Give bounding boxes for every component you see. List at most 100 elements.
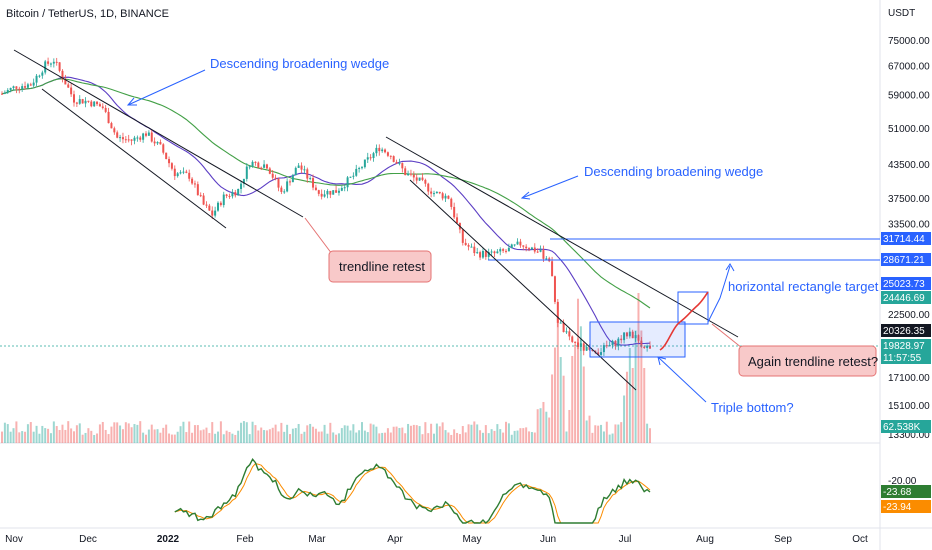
candle-body — [623, 332, 626, 341]
candle-body — [124, 139, 127, 141]
candle-body — [533, 247, 536, 252]
volume-bar — [35, 425, 38, 443]
candle-body — [424, 179, 427, 184]
candle-body — [254, 161, 257, 163]
projection-arrow-head — [725, 263, 735, 272]
volume-bar — [349, 430, 352, 443]
candle-body — [38, 75, 41, 77]
volume-bar — [214, 433, 217, 443]
volume-bar — [496, 424, 499, 443]
candle-body — [303, 169, 306, 171]
candle-body — [173, 168, 176, 177]
x-tick-label: Nov — [5, 534, 23, 545]
candle-body — [55, 61, 58, 63]
volume-bar — [634, 330, 637, 443]
retest-callout-text: trendline retest — [339, 259, 425, 274]
volume-bar — [386, 428, 389, 443]
volume-bar — [58, 429, 61, 443]
again-callout-box — [738, 345, 877, 377]
volume-bar — [191, 432, 194, 443]
volume-bar — [44, 428, 47, 443]
candle-body — [101, 106, 104, 108]
volume-bar — [87, 428, 90, 443]
candle-body — [90, 101, 93, 107]
candle-body — [41, 72, 44, 76]
price-label-box — [881, 253, 931, 266]
candle-body — [430, 191, 433, 194]
candle-body — [571, 336, 574, 342]
candle-body — [378, 147, 381, 152]
candle-body — [176, 173, 179, 177]
volume-bar — [73, 431, 75, 443]
volume-bar — [217, 431, 219, 443]
candle-body — [217, 202, 219, 211]
candle-body — [441, 193, 444, 199]
candles — [1, 57, 651, 357]
volume-bar — [15, 421, 18, 443]
volume-bar — [332, 432, 335, 443]
candle-body — [211, 210, 214, 216]
candle-body — [165, 152, 168, 160]
candle-body — [64, 79, 67, 85]
volume-bar — [389, 432, 392, 443]
volume-bar — [130, 427, 133, 443]
candle-body — [418, 177, 421, 181]
candle-body — [490, 251, 493, 253]
candle-body — [628, 331, 631, 337]
wedge2-arrow — [521, 175, 579, 199]
volume-bar — [49, 433, 52, 443]
candle-body — [73, 94, 75, 103]
volume-bar — [412, 424, 415, 443]
candle-body — [625, 332, 628, 337]
volume-bar — [320, 431, 323, 443]
candle-body — [277, 178, 280, 188]
candle-body — [294, 167, 297, 176]
volume-bar — [461, 426, 464, 443]
triple-bottom-label: Triple bottom? — [711, 400, 794, 415]
candle-body — [263, 164, 266, 168]
candle-body — [565, 331, 568, 333]
volume-bar — [280, 422, 283, 443]
candle-body — [605, 345, 608, 347]
candle-body — [505, 250, 507, 252]
candle-body — [346, 177, 349, 188]
volume-bar — [70, 428, 73, 443]
volume-bar — [265, 430, 268, 443]
candle-body — [3, 92, 6, 94]
oscillator-pane: -20.00 — [174, 458, 917, 524]
candle-body — [240, 183, 243, 190]
candle-body — [340, 187, 343, 191]
x-tick-label: Oct — [852, 534, 868, 545]
volume-bar — [1, 431, 3, 443]
price-labels: 31714.44 28671.21 25023.73 24446.69 20326.35… — [881, 232, 931, 513]
candle-body — [643, 346, 646, 348]
candle-body — [196, 184, 199, 196]
candle-body — [280, 187, 283, 192]
candle-body — [553, 276, 556, 302]
volume-bar — [346, 425, 349, 443]
candle-body — [156, 142, 159, 144]
candle-body — [58, 62, 61, 71]
candle-body — [444, 195, 447, 199]
candle-body — [363, 159, 366, 168]
volume-bar — [352, 424, 355, 443]
volume-bar — [522, 428, 525, 443]
price-label-text: 62.538K — [883, 422, 921, 433]
candle-body — [395, 161, 398, 164]
candle-body — [150, 132, 153, 142]
price-label-box — [881, 420, 931, 433]
volume-bar — [127, 423, 130, 443]
candle-body — [32, 82, 35, 86]
candle-body — [631, 331, 634, 339]
volume-bar — [571, 355, 574, 443]
volume-bar — [211, 422, 214, 443]
volume-bar — [41, 425, 44, 443]
candle-body — [78, 99, 81, 104]
volume-bar — [303, 431, 306, 443]
time-axis[interactable]: Nov Dec 2022 Feb Mar Apr May Jun Jul Aug Sep Oct — [5, 534, 868, 545]
volume-bar — [113, 422, 116, 443]
candle-body — [257, 162, 260, 168]
volume-bar — [317, 431, 320, 443]
volume-bar — [545, 411, 548, 443]
